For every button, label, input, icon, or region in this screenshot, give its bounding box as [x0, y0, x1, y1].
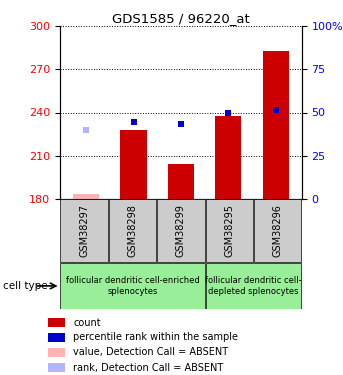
Text: GSM38299: GSM38299	[176, 204, 186, 257]
Bar	[73, 194, 99, 199]
Text: GSM38296: GSM38296	[273, 204, 283, 257]
Text: count: count	[73, 318, 101, 327]
Text: rank, Detection Call = ABSENT: rank, Detection Call = ABSENT	[73, 363, 224, 372]
Title: GDS1585 / 96220_at: GDS1585 / 96220_at	[112, 12, 250, 25]
Polygon shape	[254, 200, 301, 262]
Polygon shape	[205, 263, 301, 309]
Text: GSM38297: GSM38297	[79, 204, 89, 257]
Bar	[120, 130, 146, 199]
Polygon shape	[157, 200, 205, 262]
Text: follicular dendritic cell-enriched
splenocytes: follicular dendritic cell-enriched splen…	[66, 276, 199, 296]
Polygon shape	[60, 263, 205, 309]
Text: percentile rank within the sample: percentile rank within the sample	[73, 333, 238, 342]
Bar	[48, 348, 65, 357]
Bar	[168, 164, 194, 199]
Text: follicular dendritic cell-
depleted splenocytes: follicular dendritic cell- depleted sple…	[205, 276, 302, 296]
Bar	[48, 333, 65, 342]
Polygon shape	[60, 200, 108, 262]
Polygon shape	[205, 200, 253, 262]
Text: GSM38295: GSM38295	[224, 204, 234, 257]
Bar	[215, 116, 241, 199]
Text: GSM38298: GSM38298	[128, 204, 138, 257]
Polygon shape	[109, 200, 156, 262]
Text: value, Detection Call = ABSENT: value, Detection Call = ABSENT	[73, 348, 228, 357]
Bar	[48, 318, 65, 327]
Bar	[48, 363, 65, 372]
Bar	[263, 51, 289, 199]
Text: cell type: cell type	[3, 281, 48, 291]
